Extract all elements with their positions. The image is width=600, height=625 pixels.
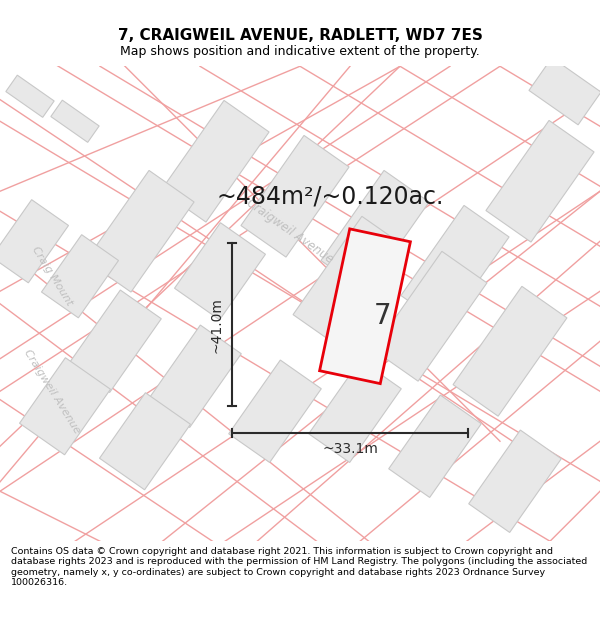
Text: ~33.1m: ~33.1m [322,442,378,456]
Polygon shape [6,75,54,118]
Polygon shape [320,229,410,384]
Polygon shape [453,286,567,416]
Text: Craigweil Avenue: Craigweil Avenue [22,348,82,435]
Polygon shape [86,171,194,292]
Text: Contains OS data © Crown copyright and database right 2021. This information is : Contains OS data © Crown copyright and d… [11,547,587,587]
Polygon shape [0,199,68,283]
Text: Craigweil Avenue: Craigweil Avenue [244,196,336,266]
Text: Craig Mount: Craig Mount [30,245,74,308]
Polygon shape [229,360,321,462]
Polygon shape [161,101,269,222]
Polygon shape [373,251,487,381]
Polygon shape [175,222,265,320]
Polygon shape [69,290,161,392]
Polygon shape [20,357,110,455]
Polygon shape [309,360,401,462]
Polygon shape [51,100,99,142]
Polygon shape [149,325,241,428]
Polygon shape [486,121,594,242]
Polygon shape [241,136,349,257]
Polygon shape [293,216,407,346]
Text: ~484m²/~0.120ac.: ~484m²/~0.120ac. [217,184,443,208]
Polygon shape [529,58,600,125]
Polygon shape [321,171,429,292]
Text: 7: 7 [374,302,392,330]
Text: 7, CRAIGWEIL AVENUE, RADLETT, WD7 7ES: 7, CRAIGWEIL AVENUE, RADLETT, WD7 7ES [118,28,482,43]
Polygon shape [41,234,119,318]
Text: Map shows position and indicative extent of the property.: Map shows position and indicative extent… [120,45,480,58]
Polygon shape [100,392,190,490]
Polygon shape [389,395,481,498]
Polygon shape [469,430,561,532]
Text: ~41.0m: ~41.0m [209,297,223,352]
Polygon shape [401,206,509,327]
